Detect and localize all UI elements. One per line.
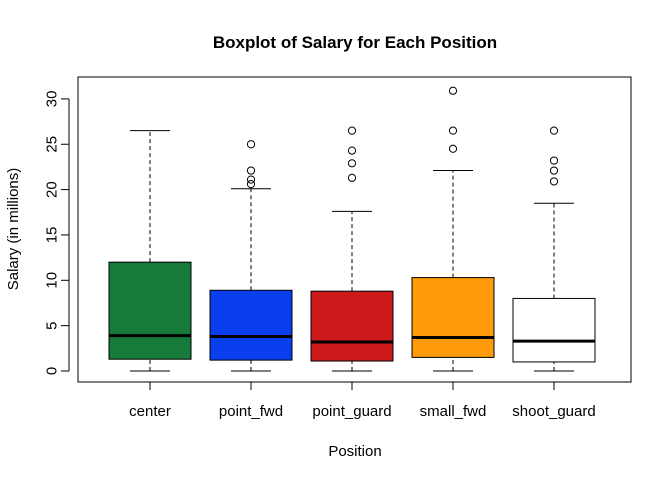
x-axis-label: Position [328,443,381,460]
y-tick-label: 10 [44,272,61,289]
box-iqr [512,297,596,363]
box-iqr [108,261,192,360]
y-axis-label: Salary (in millions) [5,168,22,291]
y-tick-label: 20 [44,181,61,198]
y-tick-label: 0 [44,367,61,375]
box-shoot_guard [512,126,596,372]
x-axis: center point_fwd point_guard small_fwd shoot… [129,381,596,420]
outlier-point [246,140,256,149]
box-center [108,130,192,372]
outlier-point [246,180,256,189]
x-tick-label: point_guard [312,403,391,420]
y-tick-label: 5 [44,321,61,329]
y-tick-label: 25 [44,136,61,153]
outlier-point [549,166,559,175]
y-tick-label: 15 [44,227,61,244]
outlier-point [347,146,357,155]
y-axis: 0 5 10 15 20 25 30 [44,91,70,375]
outlier-point [246,166,256,175]
box-point_guard [310,126,394,372]
outlier-point [246,175,256,184]
x-tick-label: shoot_guard [512,403,595,420]
x-tick-label: point_fwd [219,403,283,420]
outlier-point [448,86,458,95]
outlier-point [347,159,357,168]
box-point_fwd [209,140,293,372]
outlier-point [448,126,458,135]
box-small_fwd [411,86,495,372]
outlier-point [448,144,458,153]
x-tick-label: center [129,403,171,420]
outlier-point [549,177,559,186]
x-tick-label: small_fwd [420,403,487,420]
chart-title: Boxplot of Salary for Each Position [213,33,497,52]
box-iqr [310,290,394,362]
box-iqr [209,289,293,361]
y-tick-label: 30 [44,91,61,108]
outlier-point [549,156,559,165]
boxes-group [108,86,596,372]
outlier-point [549,126,559,135]
outlier-point [347,126,357,135]
outlier-point [347,173,357,182]
box-iqr [411,277,495,358]
